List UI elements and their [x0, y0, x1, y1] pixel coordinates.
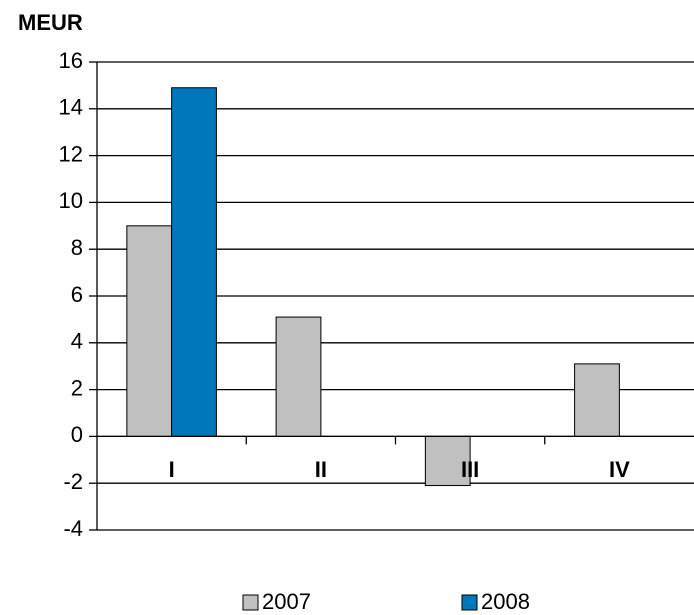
y-tick-label: 6: [71, 282, 83, 307]
legend-swatch: [461, 594, 478, 611]
y-tick-label: 2: [71, 375, 83, 400]
x-tick-label: I: [169, 457, 175, 482]
bar: [424, 435, 471, 487]
y-tick-label: 4: [71, 329, 83, 354]
x-tick-label: II: [315, 457, 327, 482]
legend-label: 2007: [262, 589, 311, 614]
y-tick-label: 12: [59, 141, 83, 166]
y-tick-label: 8: [71, 235, 83, 260]
x-tick-label: III: [461, 457, 479, 482]
bar: [126, 225, 173, 437]
x-tick-label: IV: [609, 457, 630, 482]
y-tick-label: 14: [59, 95, 83, 120]
y-tick-label: -4: [63, 516, 83, 541]
legend-label: 2008: [481, 589, 530, 614]
bar: [171, 87, 217, 437]
bar: [275, 316, 322, 437]
y-tick-label: 16: [59, 48, 83, 73]
legend-swatch: [242, 594, 259, 611]
bar: [574, 363, 620, 437]
y-axis-title: MEUR: [18, 10, 83, 35]
y-tick-label: 0: [71, 422, 83, 447]
y-tick-label: -2: [63, 469, 83, 494]
y-tick-label: 10: [59, 188, 83, 213]
